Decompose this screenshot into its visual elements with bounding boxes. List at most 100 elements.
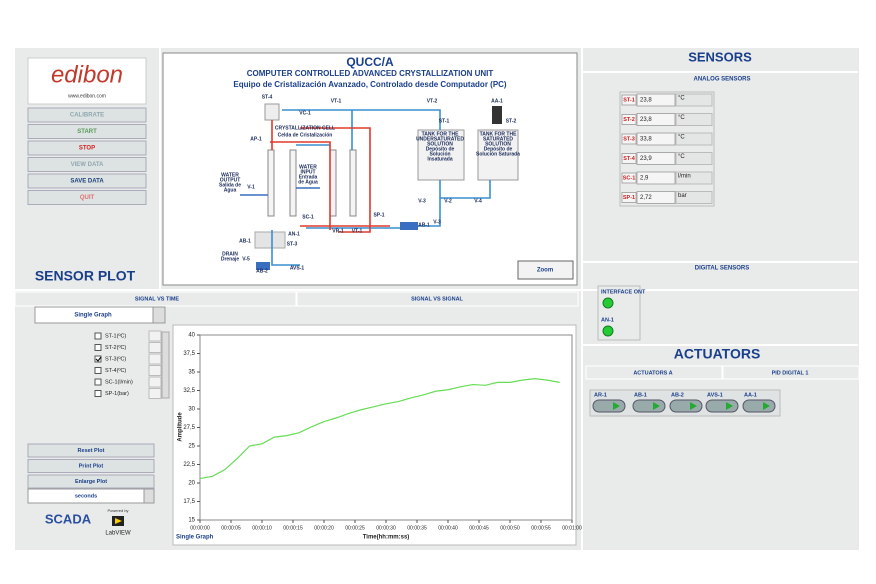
sensor-value: 33,8 (640, 137, 652, 143)
diagram-label: AN-1 (288, 231, 300, 237)
channel-label: SC-1(l/min) (105, 379, 133, 385)
actuator-switch[interactable] (632, 399, 666, 413)
sensor-value-box (636, 171, 676, 185)
y-tick-label: 35 (188, 370, 195, 376)
diagram-label: V-3 (433, 219, 441, 225)
checkbox[interactable] (94, 332, 102, 340)
x-tick-label: 00:00:00 (190, 525, 210, 531)
water-pipes (240, 187, 320, 196)
checkbox[interactable] (94, 344, 102, 351)
x-tick-label: 00:01:00 (562, 525, 582, 531)
actuator-switch[interactable] (669, 399, 703, 413)
vessel (254, 231, 286, 249)
channel-label: ST-1(ºC) (105, 332, 126, 339)
diagram-label: ST-1 (439, 118, 450, 124)
x-tick-label: 00:00:30 (376, 525, 396, 531)
sensor-value-box (636, 191, 676, 204)
tab[interactable] (585, 365, 723, 380)
section-title: ACTUATORS (674, 346, 761, 362)
checkbox[interactable] (94, 355, 102, 363)
diagram-label: AVS-1 (290, 265, 305, 271)
plot-name: Single Graph (176, 535, 214, 541)
actuator-switch[interactable] (742, 399, 776, 413)
sensor-unit-box (675, 113, 713, 126)
control-button[interactable] (27, 107, 147, 123)
control-button[interactable] (27, 124, 147, 139)
diagram-subtitle: COMPUTER CONTROLLED ADVANCED CRYSTALLIZA… (247, 69, 494, 78)
checkbox[interactable] (94, 378, 102, 386)
diagram-label: Entrada (299, 174, 318, 180)
diagram-label: DRAIN (222, 251, 238, 257)
tab[interactable] (722, 365, 860, 380)
diagram-label: ST-4 (262, 94, 273, 100)
diagram-label: Solución (429, 151, 450, 157)
blue-pipes (271, 109, 491, 266)
sensor-value-box (636, 93, 676, 107)
y-tick-label: 20 (188, 481, 195, 487)
diagram-label: V-5 (242, 256, 250, 262)
zoom-button[interactable] (517, 260, 574, 280)
x-tick-label: 00:00:45 (469, 525, 489, 531)
sensor-unit-box (675, 191, 713, 204)
trace-preview (148, 388, 162, 399)
sensor-name: ST-2 (623, 117, 635, 123)
actuator-arrow (690, 402, 697, 410)
y-axis-label: Amplitude (178, 412, 184, 442)
actuator-switch[interactable] (705, 399, 739, 413)
plot-button-label: Enlarge Plot (75, 479, 107, 485)
x-tick-label: 00:00:15 (283, 525, 303, 531)
control-button[interactable] (27, 140, 147, 156)
sensor-unit-box (675, 132, 713, 146)
select-arrow[interactable] (152, 306, 166, 324)
checkbox[interactable] (94, 367, 102, 374)
tab[interactable] (296, 291, 579, 307)
pump (256, 262, 270, 270)
control-button[interactable] (27, 173, 147, 189)
diagram-label: AB-2 (256, 268, 268, 274)
diagram-label: Insaturada (427, 156, 453, 162)
section-title: SENSORS (688, 49, 752, 64)
sensor-value-box (636, 152, 676, 165)
control-button[interactable] (27, 190, 147, 205)
diagram-label: Depósito de (484, 146, 513, 152)
digital-sensor-label: AN-1 (601, 317, 614, 323)
sensor-name-box (621, 94, 637, 106)
x-tick-label: 00:00:50 (500, 525, 520, 531)
diagram-label: Salida de (219, 182, 241, 188)
diagram-label: AB-1 (239, 238, 251, 244)
tab-label: SIGNAL VS SIGNAL (411, 296, 463, 302)
select-value: seconds (75, 493, 97, 499)
select-value: Single Graph (74, 313, 112, 319)
control-button-label: STOP (79, 146, 95, 152)
plot-button-label: Print Plot (79, 463, 104, 469)
control-button-label: QUIT (80, 195, 95, 201)
control-button[interactable] (27, 157, 147, 172)
column (289, 149, 297, 217)
sensor-name: ST-1 (623, 97, 635, 103)
sensor-value: 23,9 (640, 156, 652, 162)
y-tick-label: 40 (188, 333, 195, 339)
actuator-switch[interactable] (592, 399, 626, 413)
sensor-unit-box (675, 152, 713, 165)
actuator-arrow (763, 402, 770, 410)
x-tick-label: 00:00:40 (438, 525, 458, 531)
select-arrow[interactable] (143, 488, 155, 504)
tab-label: ACTUATORS A (633, 370, 672, 376)
sensor-value: 23,8 (640, 117, 652, 123)
control-button-label: VIEW DATA (71, 162, 104, 168)
diagram-label: Agua (224, 187, 237, 193)
diagram-label: AP-1 (250, 136, 262, 142)
x-tick-label: 00:00:55 (531, 525, 551, 531)
plot-button[interactable] (27, 474, 155, 489)
diagram-label: SOLUTION (485, 141, 511, 147)
plot-button[interactable] (27, 459, 155, 473)
tab[interactable] (14, 291, 297, 307)
tab-label: PID DIGITAL 1 (772, 370, 809, 376)
diagram-label: OUTPUT (220, 177, 241, 183)
scrollbar[interactable] (161, 331, 170, 399)
diagram-label: de Agua (298, 179, 318, 185)
diagram-label: AB-1 (418, 222, 430, 228)
plot-button[interactable] (27, 443, 155, 458)
checkbox[interactable] (94, 390, 102, 397)
led (602, 325, 614, 337)
